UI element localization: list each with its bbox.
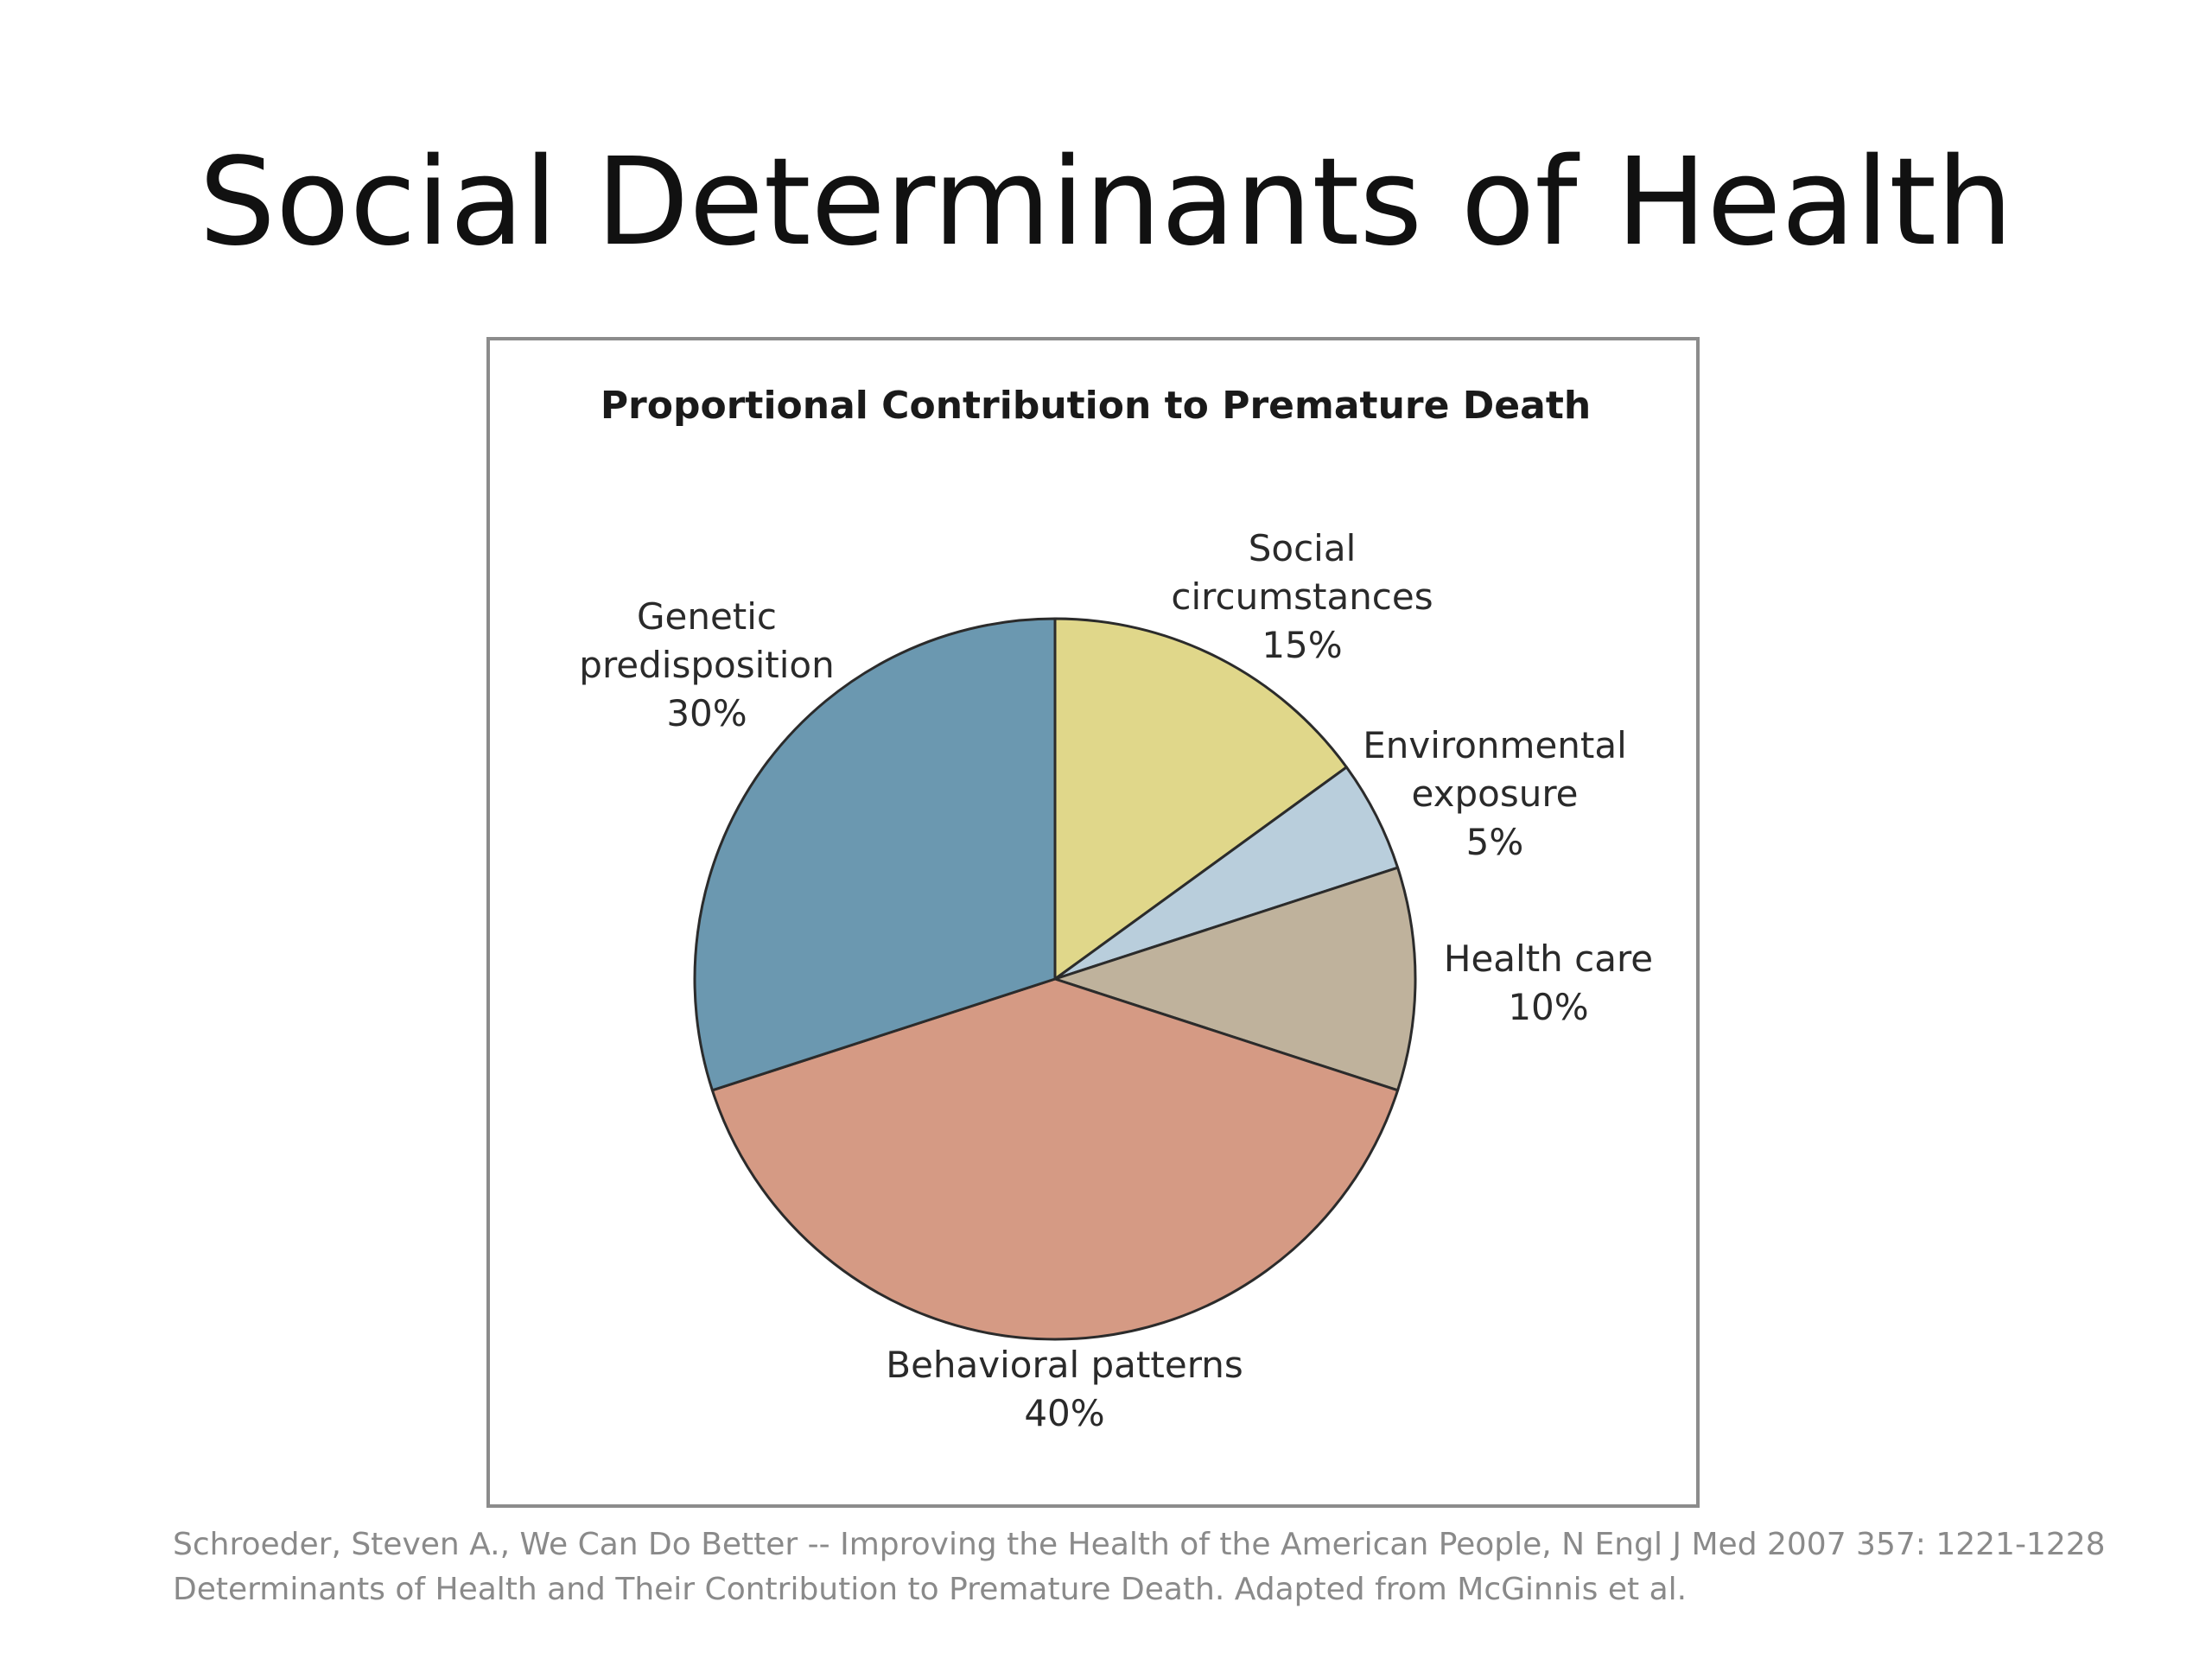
slice-label-line: 5% — [1466, 821, 1524, 863]
chart-title: Proportional Contribution to Premature D… — [601, 384, 1591, 428]
slice-label-behavioral-patterns: Behavioral patterns 40% — [886, 1344, 1243, 1434]
pie-slices — [693, 617, 1417, 1341]
pie-slice-health-care — [1053, 866, 1417, 1092]
slice-label-line: Social — [1249, 527, 1357, 569]
slice-label-line: Genetic — [637, 595, 777, 638]
slice-label-health-care: Health care 10% — [1444, 938, 1653, 1028]
pie-chart: Proportional Contribution to Premature D… — [579, 384, 1653, 1434]
slice-label-line: Behavioral patterns — [886, 1344, 1243, 1386]
pie-slice-behavioral-patterns — [710, 977, 1400, 1341]
slide-title: Social Determinants of Health — [199, 132, 2013, 273]
slice-label-line: Health care — [1444, 938, 1653, 980]
slice-label-social-circumstances: Social circumstances 15% — [1171, 527, 1433, 666]
slice-label-line: circumstances — [1171, 575, 1433, 618]
slice-label-line: predisposition — [579, 644, 834, 686]
slice-label-line: exposure — [1412, 772, 1579, 815]
source-line-2: Determinants of Health and Their Contrib… — [173, 1572, 1688, 1607]
slice-label-line: Environmental — [1363, 724, 1627, 766]
slice-label-line: 10% — [1508, 986, 1588, 1028]
pie-labels: Social circumstances 15% Environmental expos… — [579, 527, 1653, 1434]
slice-label-environmental-exposure: Environmental exposure 5% — [1363, 724, 1627, 863]
chart-figure: Proportional Contribution to Premature D… — [486, 337, 1700, 1508]
slice-label-line: 15% — [1262, 624, 1342, 666]
source-citation: Schroeder, Steven A., We Can Do Better -… — [173, 1522, 2160, 1612]
slice-label-line: 40% — [1024, 1392, 1104, 1434]
source-line-1: Schroeder, Steven A., We Can Do Better -… — [173, 1527, 2106, 1562]
slice-label-line: 30% — [666, 692, 747, 734]
slice-label-genetic-predisposition: Genetic predisposition 30% — [579, 595, 834, 734]
pie-slice-social-circumstances — [1053, 617, 1348, 981]
pie-slice-genetic-predisposition — [693, 617, 1057, 1092]
